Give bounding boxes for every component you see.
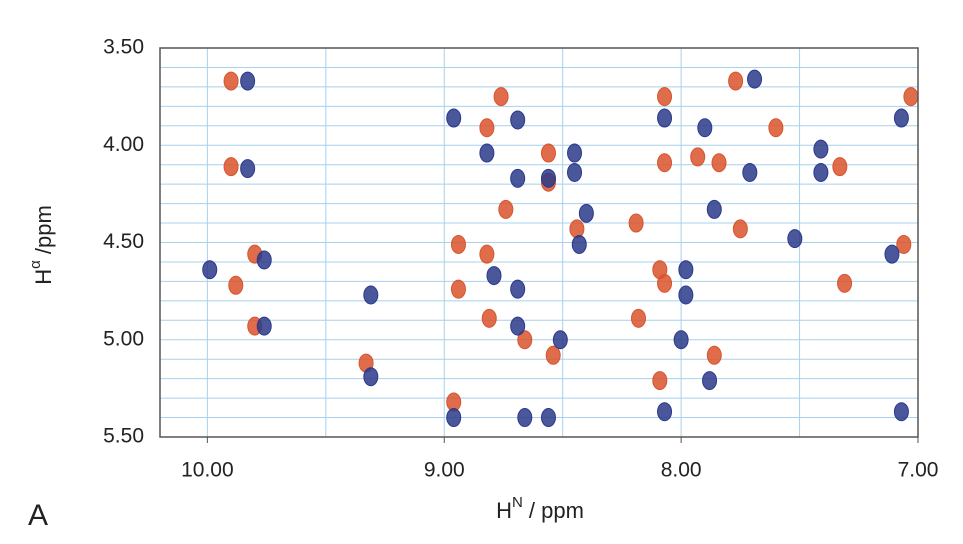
plot-frame: [159, 47, 919, 438]
y-label-sup: α: [27, 260, 44, 269]
peak: [893, 402, 909, 422]
peak: [446, 108, 462, 128]
peak: [657, 402, 673, 422]
peak: [517, 330, 533, 350]
peak: [711, 153, 727, 173]
x-tick-label: 7.00: [898, 459, 939, 482]
peak: [702, 371, 718, 391]
peak: [706, 199, 722, 219]
x-label-base: H: [496, 498, 512, 523]
peak: [657, 273, 673, 293]
peak: [884, 244, 900, 264]
peak: [837, 273, 853, 293]
peak: [747, 69, 763, 89]
peak: [256, 316, 272, 336]
peak: [571, 234, 587, 254]
peak: [893, 108, 909, 128]
peak: [240, 71, 256, 91]
peak: [510, 279, 526, 299]
peak: [223, 157, 239, 177]
peak: [510, 168, 526, 188]
peak: [202, 260, 218, 280]
peak: [223, 71, 239, 91]
peak: [630, 308, 646, 328]
peak: [697, 118, 713, 138]
peak: [540, 408, 556, 428]
peak: [567, 162, 583, 182]
peak: [690, 147, 706, 167]
peak: [545, 345, 561, 365]
peak: [486, 266, 502, 286]
y-tick-label: 5.00: [103, 327, 144, 350]
peak: [787, 229, 803, 249]
peak: [498, 199, 514, 219]
x-label-rest: / ppm: [523, 498, 584, 523]
peak: [903, 87, 919, 107]
x-axis-label: HN / ppm: [496, 494, 584, 523]
peak: [479, 143, 495, 163]
peak: [652, 371, 668, 391]
peak: [567, 143, 583, 163]
peak: [481, 308, 497, 328]
y-label-base: H: [31, 269, 56, 285]
peak: [813, 139, 829, 159]
peak: [552, 330, 568, 350]
y-tick-label: 3.50: [103, 36, 144, 59]
peak: [657, 87, 673, 107]
peak: [657, 153, 673, 173]
peak: [517, 408, 533, 428]
x-label-sup: N: [512, 494, 523, 511]
y-label-rest: /ppm: [31, 205, 56, 260]
y-tick-label: 5.50: [103, 425, 144, 448]
peak: [657, 108, 673, 128]
peaks: [202, 69, 919, 428]
peak: [732, 219, 748, 239]
peak: [479, 118, 495, 138]
peak: [673, 330, 689, 350]
peak: [446, 408, 462, 428]
x-tick-label: 8.00: [661, 459, 702, 482]
peak: [256, 250, 272, 270]
peak: [628, 213, 644, 233]
peak: [493, 87, 509, 107]
peak: [450, 234, 466, 254]
peak: [832, 157, 848, 177]
peak: [510, 110, 526, 130]
peak: [578, 203, 594, 223]
peak: [540, 143, 556, 163]
peak: [678, 285, 694, 305]
x-tick-label: 10.00: [181, 459, 234, 482]
peak: [240, 159, 256, 179]
peak: [742, 162, 758, 182]
panel-label: A: [28, 499, 48, 532]
peak: [540, 168, 556, 188]
peak: [678, 260, 694, 280]
x-tick-label: 9.00: [424, 459, 465, 482]
peak: [450, 279, 466, 299]
peak: [569, 219, 585, 239]
y-tick-label: 4.50: [103, 230, 144, 253]
peak: [728, 71, 744, 91]
peak: [363, 285, 379, 305]
peak: [706, 345, 722, 365]
peak: [363, 367, 379, 387]
y-axis-label: Hα /ppm: [27, 205, 56, 285]
peak: [479, 244, 495, 264]
peak: [813, 162, 829, 182]
peak: [896, 234, 912, 254]
peak: [228, 275, 244, 295]
y-tick-label: 4.00: [103, 133, 144, 156]
peak: [768, 118, 784, 138]
peak: [510, 316, 526, 336]
